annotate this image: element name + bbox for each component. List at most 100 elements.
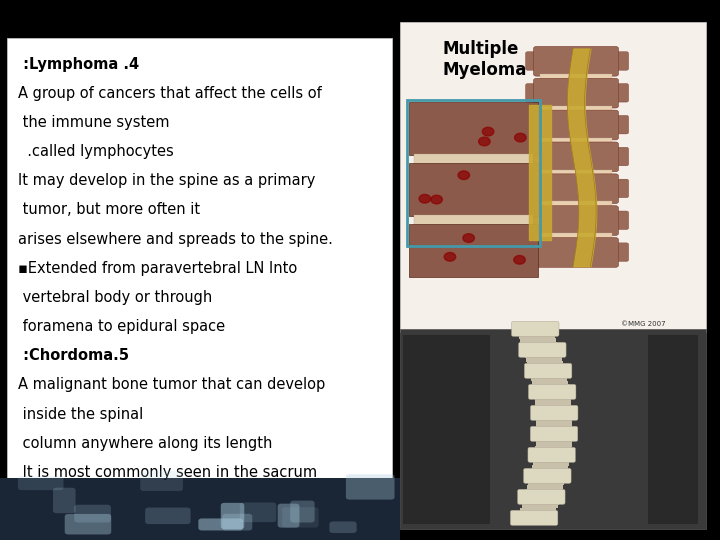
- FancyBboxPatch shape: [528, 384, 576, 400]
- FancyBboxPatch shape: [540, 74, 612, 80]
- FancyBboxPatch shape: [536, 419, 572, 423]
- FancyBboxPatch shape: [648, 335, 698, 524]
- Circle shape: [478, 249, 490, 258]
- FancyBboxPatch shape: [534, 206, 618, 235]
- FancyBboxPatch shape: [534, 110, 618, 140]
- FancyBboxPatch shape: [65, 514, 112, 535]
- FancyBboxPatch shape: [140, 470, 183, 491]
- FancyBboxPatch shape: [278, 504, 300, 528]
- FancyBboxPatch shape: [535, 400, 571, 404]
- FancyBboxPatch shape: [518, 342, 566, 357]
- FancyBboxPatch shape: [521, 508, 557, 512]
- FancyBboxPatch shape: [523, 346, 559, 350]
- FancyBboxPatch shape: [530, 373, 566, 377]
- Text: foramena to epidural space: foramena to epidural space: [18, 319, 225, 334]
- Text: It may develop in the spine as a primary: It may develop in the spine as a primary: [18, 173, 315, 188]
- Text: It is most commonly seen in the sacrum: It is most commonly seen in the sacrum: [18, 465, 317, 480]
- FancyBboxPatch shape: [534, 396, 570, 400]
- FancyBboxPatch shape: [533, 384, 569, 389]
- FancyBboxPatch shape: [532, 381, 568, 385]
- FancyBboxPatch shape: [531, 377, 567, 381]
- FancyBboxPatch shape: [534, 458, 570, 462]
- FancyBboxPatch shape: [526, 357, 562, 362]
- FancyBboxPatch shape: [523, 468, 571, 483]
- FancyBboxPatch shape: [414, 215, 533, 225]
- FancyBboxPatch shape: [535, 450, 571, 454]
- FancyBboxPatch shape: [53, 488, 76, 513]
- FancyBboxPatch shape: [536, 442, 572, 447]
- FancyBboxPatch shape: [523, 500, 559, 504]
- FancyBboxPatch shape: [530, 426, 577, 441]
- FancyBboxPatch shape: [534, 78, 618, 108]
- FancyBboxPatch shape: [523, 350, 559, 354]
- FancyBboxPatch shape: [613, 84, 629, 102]
- Text: arises elsewhere and spreads to the spine.: arises elsewhere and spreads to the spin…: [18, 232, 333, 247]
- FancyBboxPatch shape: [525, 354, 561, 358]
- FancyBboxPatch shape: [613, 243, 629, 261]
- FancyBboxPatch shape: [531, 406, 578, 421]
- FancyBboxPatch shape: [222, 514, 252, 530]
- Circle shape: [487, 187, 499, 195]
- FancyBboxPatch shape: [534, 142, 618, 172]
- FancyBboxPatch shape: [613, 116, 629, 134]
- FancyBboxPatch shape: [414, 154, 533, 164]
- FancyBboxPatch shape: [536, 415, 572, 420]
- FancyBboxPatch shape: [74, 505, 111, 523]
- FancyBboxPatch shape: [526, 243, 541, 261]
- FancyBboxPatch shape: [282, 507, 318, 528]
- Text: tumor, but more often it: tumor, but more often it: [18, 202, 200, 218]
- FancyBboxPatch shape: [520, 338, 556, 342]
- FancyBboxPatch shape: [529, 369, 565, 373]
- FancyBboxPatch shape: [511, 321, 559, 336]
- FancyBboxPatch shape: [524, 363, 572, 379]
- FancyBboxPatch shape: [526, 211, 541, 230]
- FancyBboxPatch shape: [536, 411, 572, 416]
- FancyBboxPatch shape: [516, 519, 552, 524]
- FancyBboxPatch shape: [521, 342, 557, 346]
- FancyBboxPatch shape: [400, 22, 706, 332]
- Circle shape: [423, 142, 434, 151]
- FancyBboxPatch shape: [409, 163, 538, 216]
- FancyBboxPatch shape: [532, 465, 568, 470]
- FancyBboxPatch shape: [0, 478, 400, 540]
- FancyBboxPatch shape: [403, 335, 490, 524]
- FancyBboxPatch shape: [521, 504, 557, 508]
- FancyBboxPatch shape: [536, 404, 572, 408]
- FancyBboxPatch shape: [526, 116, 541, 134]
- Text: A group of cancers that affect the cells of: A group of cancers that affect the cells…: [18, 86, 322, 101]
- FancyBboxPatch shape: [536, 431, 572, 435]
- Text: .called lymphocytes: .called lymphocytes: [18, 144, 174, 159]
- FancyBboxPatch shape: [519, 512, 555, 516]
- FancyBboxPatch shape: [526, 52, 541, 70]
- FancyBboxPatch shape: [534, 46, 618, 76]
- FancyBboxPatch shape: [540, 201, 612, 208]
- FancyBboxPatch shape: [145, 508, 191, 524]
- FancyBboxPatch shape: [534, 392, 570, 396]
- FancyBboxPatch shape: [525, 492, 561, 497]
- Text: A malignant bone tumor that can develop: A malignant bone tumor that can develop: [18, 377, 325, 393]
- FancyBboxPatch shape: [526, 489, 562, 493]
- Text: :Lymphoma .4: :Lymphoma .4: [18, 57, 139, 72]
- Circle shape: [517, 137, 528, 146]
- FancyBboxPatch shape: [329, 522, 356, 533]
- FancyBboxPatch shape: [528, 481, 564, 485]
- FancyBboxPatch shape: [527, 361, 563, 366]
- FancyBboxPatch shape: [524, 496, 560, 501]
- FancyBboxPatch shape: [540, 138, 612, 144]
- Text: column anywhere along its length: column anywhere along its length: [18, 436, 272, 451]
- FancyBboxPatch shape: [536, 438, 572, 443]
- FancyBboxPatch shape: [534, 174, 618, 204]
- Circle shape: [437, 176, 449, 184]
- FancyBboxPatch shape: [536, 423, 572, 427]
- FancyBboxPatch shape: [510, 510, 558, 525]
- Text: :Chordoma.5: :Chordoma.5: [18, 348, 129, 363]
- FancyBboxPatch shape: [536, 408, 572, 412]
- FancyBboxPatch shape: [528, 365, 564, 369]
- Circle shape: [492, 205, 504, 214]
- FancyBboxPatch shape: [18, 476, 63, 490]
- Text: ©MMG 2007: ©MMG 2007: [621, 321, 666, 327]
- FancyBboxPatch shape: [531, 473, 567, 477]
- Text: Multiple
Myeloma: Multiple Myeloma: [443, 40, 527, 79]
- FancyBboxPatch shape: [535, 446, 571, 450]
- FancyBboxPatch shape: [534, 238, 618, 267]
